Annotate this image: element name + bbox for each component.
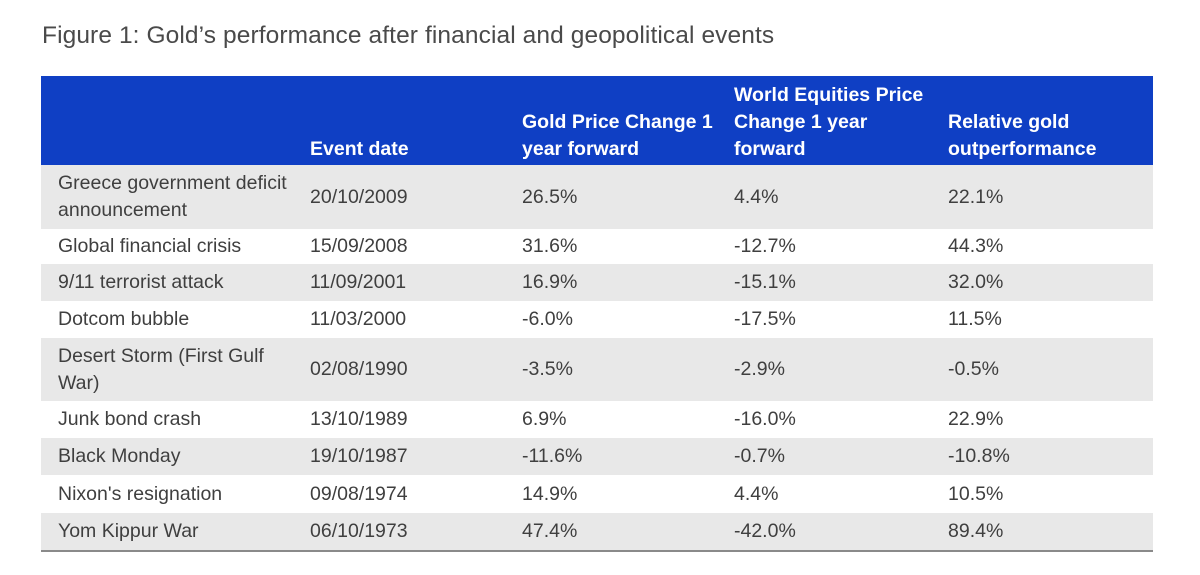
header-event — [41, 76, 310, 165]
relative-outperformance-cell: 22.1% — [948, 165, 1153, 229]
relative-outperformance-cell: 22.9% — [948, 401, 1153, 438]
event-date-cell: 11/03/2000 — [310, 301, 522, 338]
event-date-cell: 09/08/1974 — [310, 475, 522, 513]
equities-change-cell: -42.0% — [734, 513, 948, 552]
event-date-cell: 15/09/2008 — [310, 229, 522, 264]
equities-change-cell: 4.4% — [734, 165, 948, 229]
relative-outperformance-cell: 44.3% — [948, 229, 1153, 264]
gold-change-cell: 26.5% — [522, 165, 734, 229]
table-row: Nixon's resignation 09/08/1974 14.9% 4.4… — [41, 475, 1153, 513]
event-date-cell: 06/10/1973 — [310, 513, 522, 552]
event-name-cell: Greece government deficit announcement — [41, 165, 310, 229]
relative-outperformance-cell: 32.0% — [948, 264, 1153, 301]
relative-outperformance-cell: -10.8% — [948, 438, 1153, 475]
header-gold-change: Gold Price Change 1 year forward — [522, 76, 734, 165]
equities-change-cell: -16.0% — [734, 401, 948, 438]
relative-outperformance-cell: 10.5% — [948, 475, 1153, 513]
gold-change-cell: 6.9% — [522, 401, 734, 438]
event-date-cell: 19/10/1987 — [310, 438, 522, 475]
event-name-cell: Dotcom bubble — [41, 301, 310, 338]
gold-performance-table: Event date Gold Price Change 1 year forw… — [41, 76, 1153, 552]
event-name-cell: Nixon's resignation — [41, 475, 310, 513]
gold-change-cell: -3.5% — [522, 338, 734, 401]
table-row: Black Monday 19/10/1987 -11.6% -0.7% -10… — [41, 438, 1153, 475]
relative-outperformance-cell: 11.5% — [948, 301, 1153, 338]
gold-change-cell: 47.4% — [522, 513, 734, 552]
table-header: Event date Gold Price Change 1 year forw… — [41, 76, 1153, 165]
gold-change-cell: -6.0% — [522, 301, 734, 338]
event-date-cell: 13/10/1989 — [310, 401, 522, 438]
event-name-cell: Yom Kippur War — [41, 513, 310, 552]
header-equities-change: World Equities Price Change 1 year forwa… — [734, 76, 948, 165]
table-row: Desert Storm (First Gulf War) 02/08/1990… — [41, 338, 1153, 401]
table-row: 9/11 terrorist attack 11/09/2001 16.9% -… — [41, 264, 1153, 301]
event-name-cell: Global financial crisis — [41, 229, 310, 264]
gold-change-cell: 16.9% — [522, 264, 734, 301]
equities-change-cell: -2.9% — [734, 338, 948, 401]
table-body: Greece government deficit announcement 2… — [41, 165, 1153, 552]
gold-change-cell: -11.6% — [522, 438, 734, 475]
event-date-cell: 02/08/1990 — [310, 338, 522, 401]
header-event-date: Event date — [310, 76, 522, 165]
equities-change-cell: -17.5% — [734, 301, 948, 338]
event-name-cell: Junk bond crash — [41, 401, 310, 438]
table-row: Greece government deficit announcement 2… — [41, 165, 1153, 229]
header-row: Event date Gold Price Change 1 year forw… — [41, 76, 1153, 165]
table-row: Yom Kippur War 06/10/1973 47.4% -42.0% 8… — [41, 513, 1153, 552]
equities-change-cell: -0.7% — [734, 438, 948, 475]
equities-change-cell: -15.1% — [734, 264, 948, 301]
event-name-cell: 9/11 terrorist attack — [41, 264, 310, 301]
gold-change-cell: 31.6% — [522, 229, 734, 264]
equities-change-cell: 4.4% — [734, 475, 948, 513]
table-row: Dotcom bubble 11/03/2000 -6.0% -17.5% 11… — [41, 301, 1153, 338]
event-date-cell: 11/09/2001 — [310, 264, 522, 301]
table-row: Junk bond crash 13/10/1989 6.9% -16.0% 2… — [41, 401, 1153, 438]
relative-outperformance-cell: 89.4% — [948, 513, 1153, 552]
relative-outperformance-cell: -0.5% — [948, 338, 1153, 401]
header-relative-outperformance: Relative gold outperformance — [948, 76, 1153, 165]
event-date-cell: 20/10/2009 — [310, 165, 522, 229]
figure-title: Figure 1: Gold’s performance after finan… — [42, 22, 775, 49]
event-name-cell: Black Monday — [41, 438, 310, 475]
event-name-cell: Desert Storm (First Gulf War) — [41, 338, 310, 401]
table-row: Global financial crisis 15/09/2008 31.6%… — [41, 229, 1153, 264]
equities-change-cell: -12.7% — [734, 229, 948, 264]
gold-change-cell: 14.9% — [522, 475, 734, 513]
